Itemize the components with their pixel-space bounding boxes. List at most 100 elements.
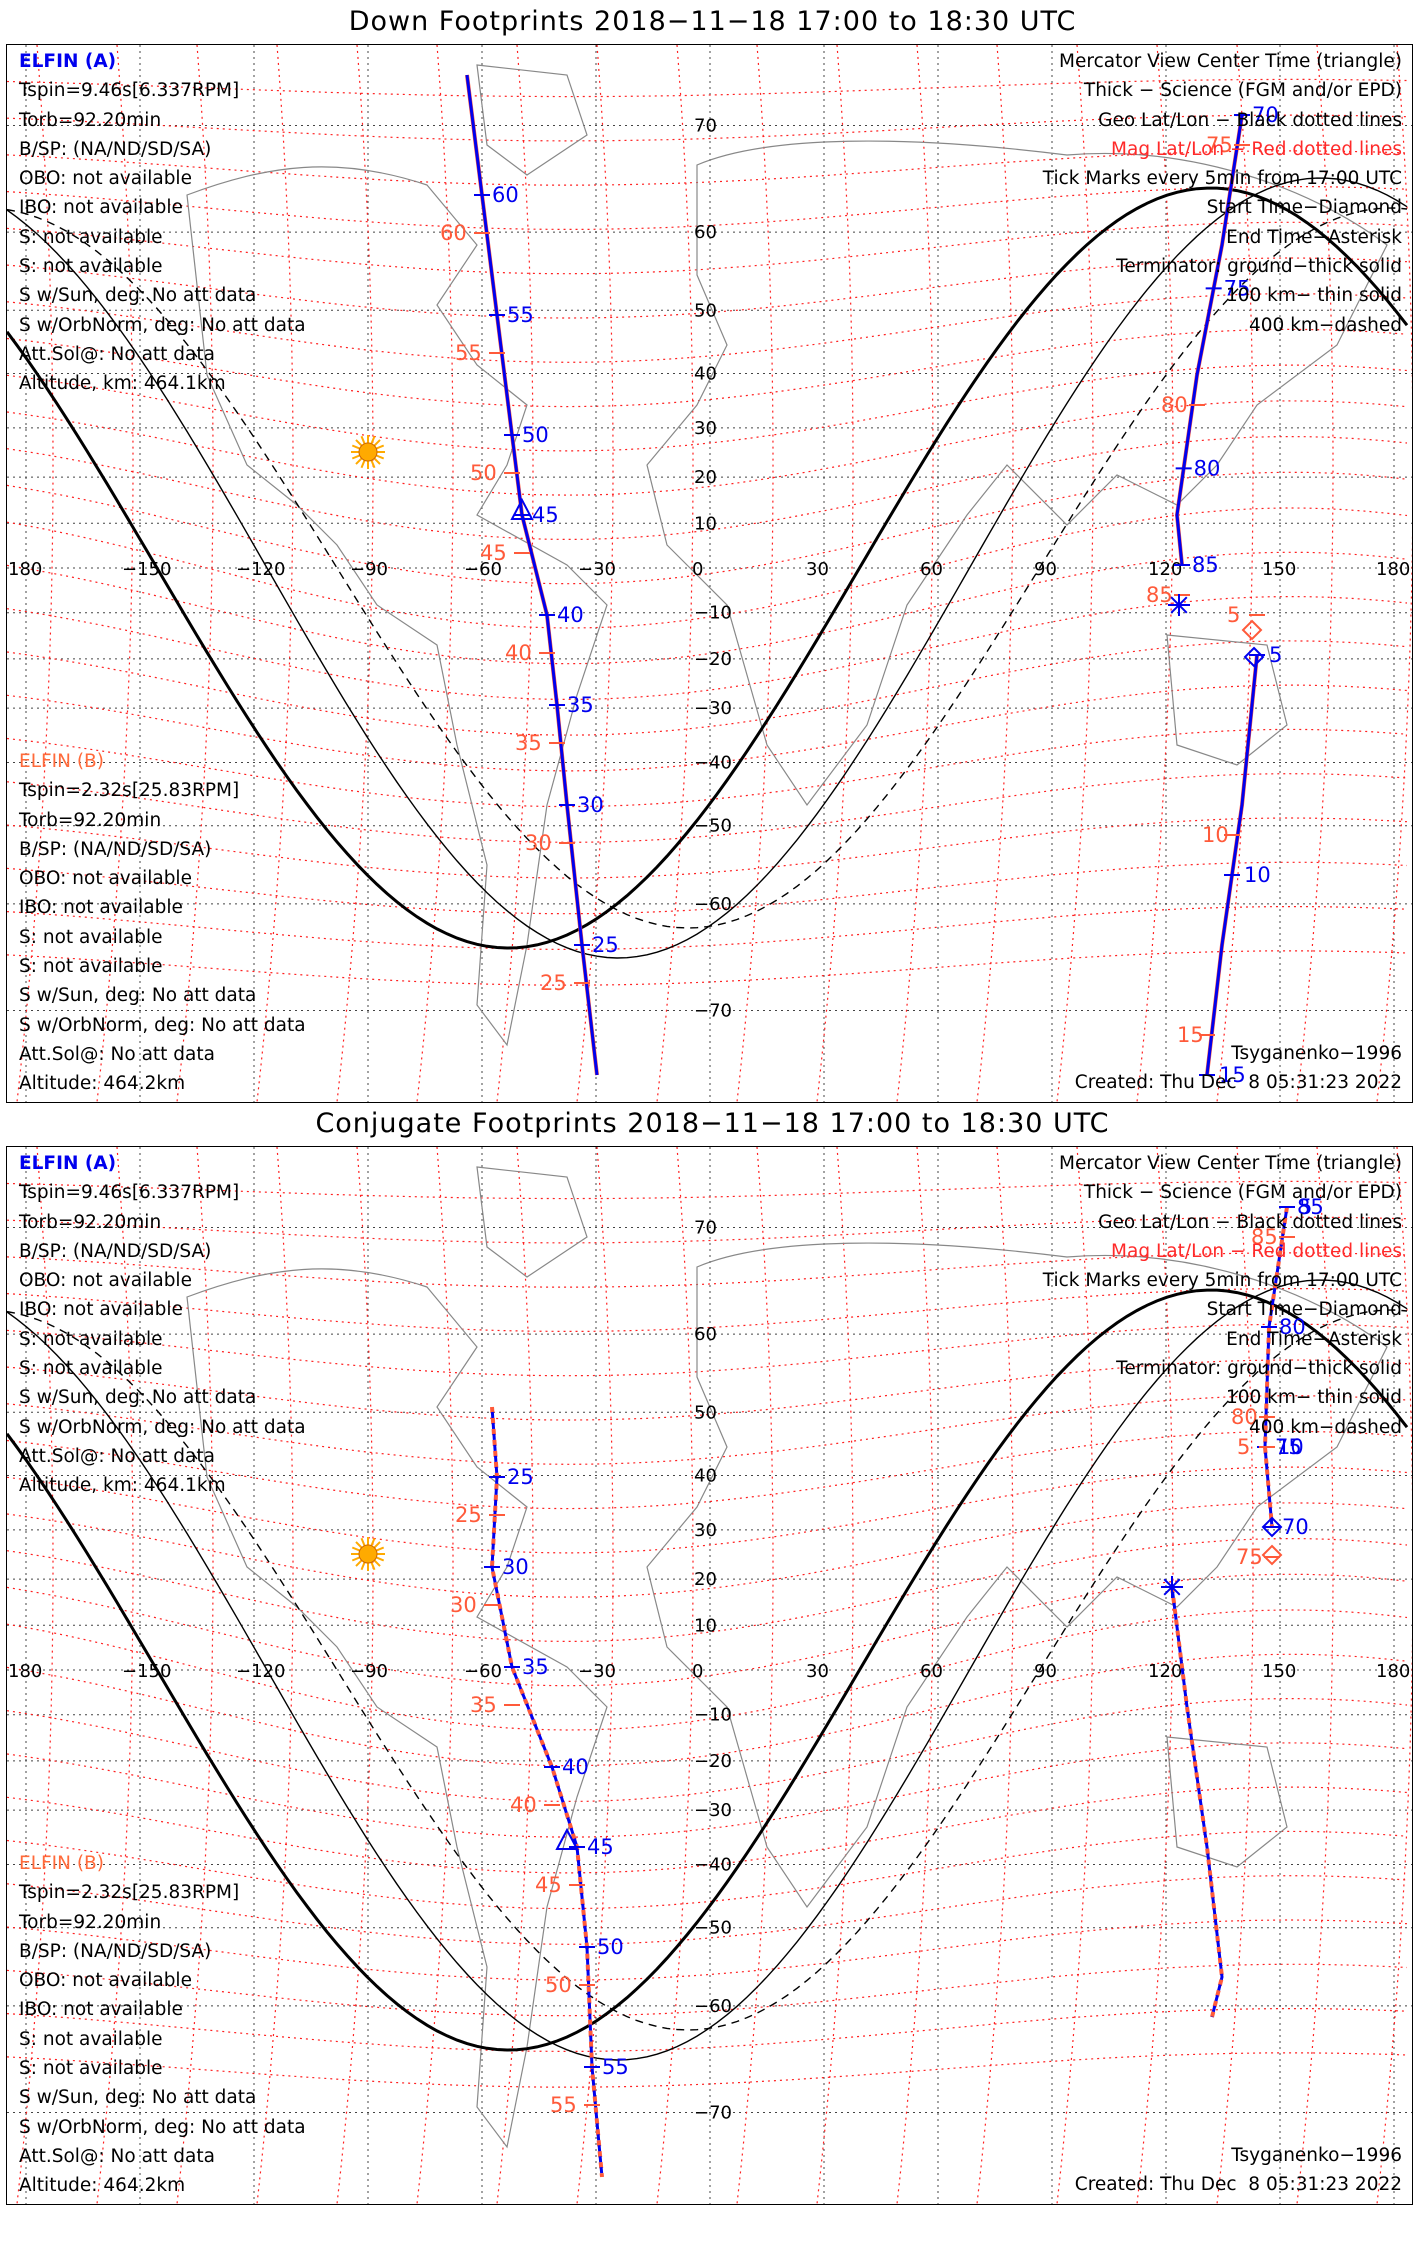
mag-meridian xyxy=(576,45,614,1102)
lon-tick-label: −150 xyxy=(122,559,171,580)
mag-meridian xyxy=(976,45,1014,1102)
lat-tick-label: −50 xyxy=(694,816,732,837)
mag-meridian xyxy=(816,45,854,1102)
track-time-label: 85 xyxy=(1146,583,1173,607)
track-time-label: 75 xyxy=(1236,1545,1263,1569)
terminator-100km xyxy=(7,1279,1408,2061)
lat-tick-label: −50 xyxy=(694,1918,732,1939)
center-time-triangle xyxy=(555,1827,579,1850)
mag-meridian xyxy=(1296,1147,1334,2204)
lat-tick-label: −20 xyxy=(694,649,732,670)
lat-tick-label: 70 xyxy=(694,115,717,136)
legend-line: Geo Lat/Lon − Black dotted lines xyxy=(1098,109,1402,131)
terminator-100km xyxy=(7,177,1408,959)
coastline xyxy=(186,1268,608,2149)
lon-tick-label: −90 xyxy=(350,1661,388,1682)
track-time-label: 85 xyxy=(1251,1225,1278,1249)
mag-meridian xyxy=(736,45,774,1102)
mag-parallel xyxy=(7,817,1408,879)
panel-title-conjugate: Conjugate Footprints 2018−11−18 17:00 to… xyxy=(315,1108,1110,1139)
track-time-label: 25 xyxy=(507,1465,534,1489)
info-line: B/SP: (NA/ND/SD/SA) xyxy=(19,838,212,860)
lon-tick-label: 150 xyxy=(1262,1661,1296,1682)
coastline xyxy=(1166,634,1288,766)
info-line: IBO: not available xyxy=(19,897,183,919)
sun-ray xyxy=(355,1541,363,1549)
coastline xyxy=(186,166,608,1047)
mag-parallel xyxy=(7,1395,1408,1465)
info-line: OBO: not available xyxy=(19,168,192,190)
legend: Mercator View Center Time (triangle) Thi… xyxy=(1043,47,1402,340)
mag-meridian xyxy=(416,1147,454,2204)
track-time-label: 25 xyxy=(592,933,619,957)
info-line: Tspin=9.46s[6.337RPM] xyxy=(19,1182,240,1204)
legend-line: Terminator: ground−thick solid xyxy=(1116,1358,1402,1380)
legend-line: 100 km− thin solid xyxy=(1225,285,1402,307)
lat-tick-label: −60 xyxy=(694,1996,732,2017)
elfin-a-header: ELFIN (A) xyxy=(19,1153,117,1174)
track-time-label: 45 xyxy=(587,1835,614,1859)
track-time-label: 55 xyxy=(507,303,534,327)
info-line: Tspin=2.32s[25.83RPM] xyxy=(19,1882,240,1904)
track-time-label: 10 xyxy=(1244,863,1271,887)
legend-line: Mercator View Center Time (triangle) xyxy=(1059,1153,1402,1174)
mag-meridian xyxy=(816,1147,854,2204)
mag-meridian xyxy=(1136,1147,1174,2204)
lon-tick-label: −60 xyxy=(464,1661,502,1682)
sun-ray xyxy=(370,459,376,469)
mag-parallel xyxy=(7,1830,1408,1910)
end-time-asterisk xyxy=(1170,596,1188,614)
sun-ray xyxy=(351,444,361,450)
legend-line: Mag Lat/Lon − Red dotted lines xyxy=(1111,1240,1402,1262)
lon-tick-label: 90 xyxy=(1034,1661,1057,1682)
mag-parallel xyxy=(7,1359,1408,1421)
info-line: S w/Sun, deg: No att data xyxy=(19,285,257,307)
info-line: S: not available xyxy=(19,226,163,248)
sun-ray xyxy=(375,444,385,450)
mag-meridian xyxy=(496,45,534,1102)
legend-line: Mag Lat/Lon − Red dotted lines xyxy=(1111,138,1402,160)
track-time-label: 40 xyxy=(557,603,584,627)
track-time-label: 80 xyxy=(1194,456,1221,480)
track-time-label: 50 xyxy=(597,1935,624,1959)
lat-tick-label: 40 xyxy=(694,363,717,384)
track-time-label: 50 xyxy=(545,1973,572,1997)
lon-tick-label: 30 xyxy=(806,1661,829,1682)
coastline xyxy=(1166,1736,1288,1868)
track-time-label: 40 xyxy=(510,1793,537,1817)
sun-ray xyxy=(355,439,363,447)
info-line: S w/Sun, deg: No att data xyxy=(19,985,257,1007)
lat-tick-label: −40 xyxy=(694,753,732,774)
terminator-400km xyxy=(7,207,1408,929)
track-time-label: 55 xyxy=(602,2055,629,2079)
track-time-label: 30 xyxy=(502,1555,529,1579)
sun-ray xyxy=(373,457,381,465)
track-time-label: 45 xyxy=(480,541,507,565)
track-time-label: 75 xyxy=(1275,1435,1302,1459)
lon-tick-label: 60 xyxy=(920,559,943,580)
track-time-label: 15 xyxy=(1219,1063,1246,1087)
lon-tick-label: −30 xyxy=(578,1661,616,1682)
lat-tick-label: 50 xyxy=(694,300,717,321)
start-time-diamond xyxy=(1243,646,1265,668)
lon-tick-label: −60 xyxy=(464,559,502,580)
legend-line: 100 km− thin solid xyxy=(1225,1387,1402,1409)
lon-tick-label: −150 xyxy=(122,1661,171,1682)
sun-ray xyxy=(351,454,361,460)
mag-parallel xyxy=(7,1609,1408,1731)
mag-meridian xyxy=(256,45,294,1102)
info-line: S: not available xyxy=(19,256,163,278)
sun-icon xyxy=(358,1544,378,1564)
track-time-label: 25 xyxy=(540,971,567,995)
info-line: S w/OrbNorm, deg: No att data xyxy=(19,314,306,336)
sun-icon xyxy=(358,442,378,462)
terminator-ground xyxy=(7,1288,1409,2052)
elfin-b-info: ELFIN (B) Tspin=2.32s[25.83RPM] Torb=92.… xyxy=(19,747,306,1099)
info-line: OBO: not available xyxy=(19,868,192,890)
track-time-label: 10 xyxy=(1277,1435,1304,1459)
mag-parallel xyxy=(7,435,1408,541)
mag-parallel xyxy=(7,728,1408,808)
mag-parallel xyxy=(7,595,1408,701)
mag-meridian xyxy=(1056,45,1094,1102)
info-line: S: not available xyxy=(19,1358,163,1380)
